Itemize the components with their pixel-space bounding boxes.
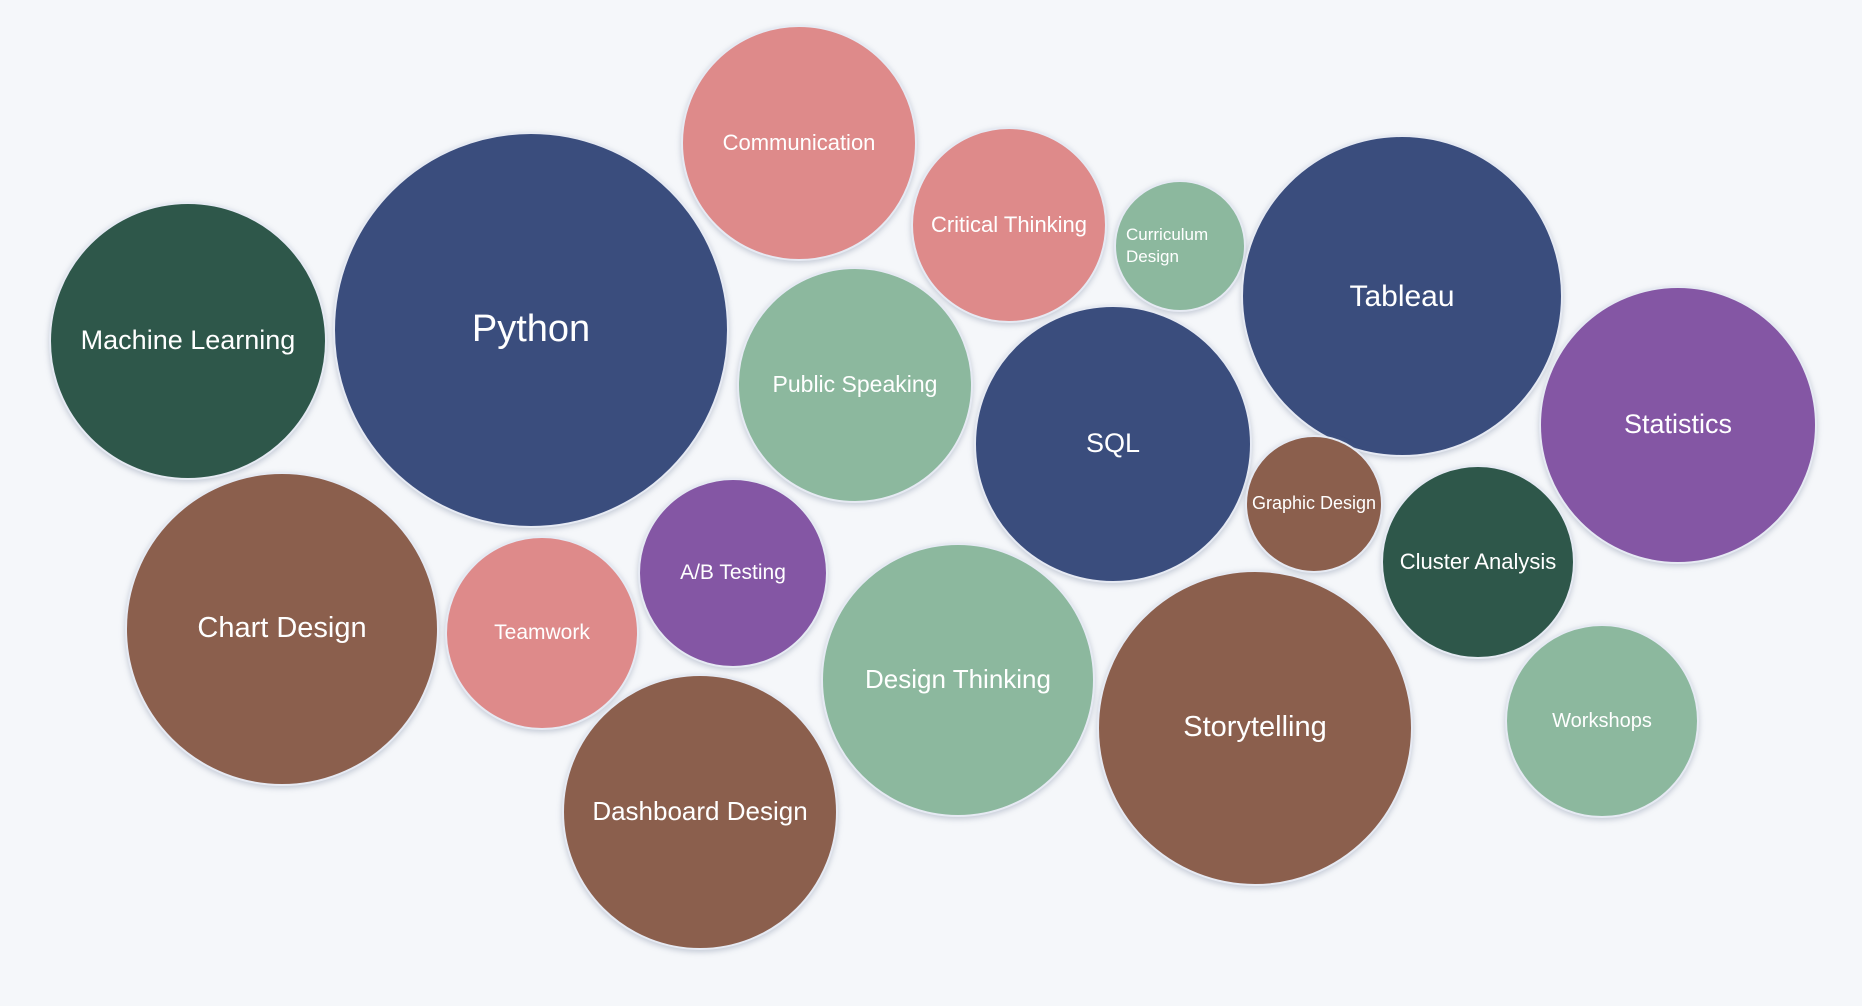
bubble-teamwork[interactable]: Teamwork	[445, 536, 639, 730]
bubble-curriculum-design[interactable]: Curriculum Design	[1114, 180, 1246, 312]
bubble-label: Machine Learning	[80, 325, 296, 356]
bubble-label: Workshops	[1552, 710, 1652, 732]
bubble-label: Teamwork	[494, 621, 590, 645]
bubble-sql[interactable]: SQL	[974, 305, 1252, 583]
bubble-label: Design	[1126, 247, 1179, 266]
bubble-python[interactable]: Python	[333, 132, 729, 528]
bubble-label: Chart Design	[197, 612, 367, 645]
bubble-label: Critical Thinking	[930, 211, 1088, 237]
bubble-workshops[interactable]: Workshops	[1505, 624, 1699, 818]
bubble-tableau[interactable]: Tableau	[1241, 135, 1563, 457]
bubble-label: Statistics	[1623, 409, 1733, 440]
bubble-machine-learning[interactable]: Machine Learning	[49, 202, 327, 480]
bubble-public-speaking[interactable]: Public Speaking	[737, 267, 973, 503]
bubble-label: Curriculum	[1126, 224, 1209, 244]
bubble-chart-design[interactable]: Chart Design	[125, 472, 439, 786]
bubble-label: Graphic Design	[1251, 493, 1377, 514]
bubble-statistics[interactable]: Statistics	[1539, 286, 1817, 564]
bubble-design-thinking[interactable]: Design Thinking	[821, 543, 1095, 817]
bubble-dashboard-design[interactable]: Dashboard Design	[562, 674, 838, 950]
bubble-label: A/B Testing	[680, 561, 786, 585]
bubble-label: SQL	[1085, 428, 1141, 459]
bubble-storytelling[interactable]: Storytelling	[1097, 570, 1413, 886]
bubble-label: Storytelling	[1183, 711, 1327, 744]
bubble-critical-thinking[interactable]: Critical Thinking	[911, 127, 1107, 323]
bubble-label: Tableau	[1349, 279, 1455, 313]
bubble-a-b-testing[interactable]: A/B Testing	[638, 478, 828, 668]
bubble-graphic-design[interactable]: Graphic Design	[1245, 435, 1383, 573]
bubble-label: Public Speaking	[772, 371, 938, 398]
bubble-cluster-analysis[interactable]: Cluster Analysis	[1381, 465, 1575, 659]
bubble-label: Communication	[722, 129, 876, 155]
bubble-label: Dashboard Design	[592, 796, 808, 827]
bubble-communication[interactable]: Communication	[681, 25, 917, 261]
bubble-label: Design Thinking	[865, 664, 1051, 695]
bubble-label: Python	[471, 308, 591, 351]
bubble-label: Cluster Analysis	[1399, 548, 1557, 574]
